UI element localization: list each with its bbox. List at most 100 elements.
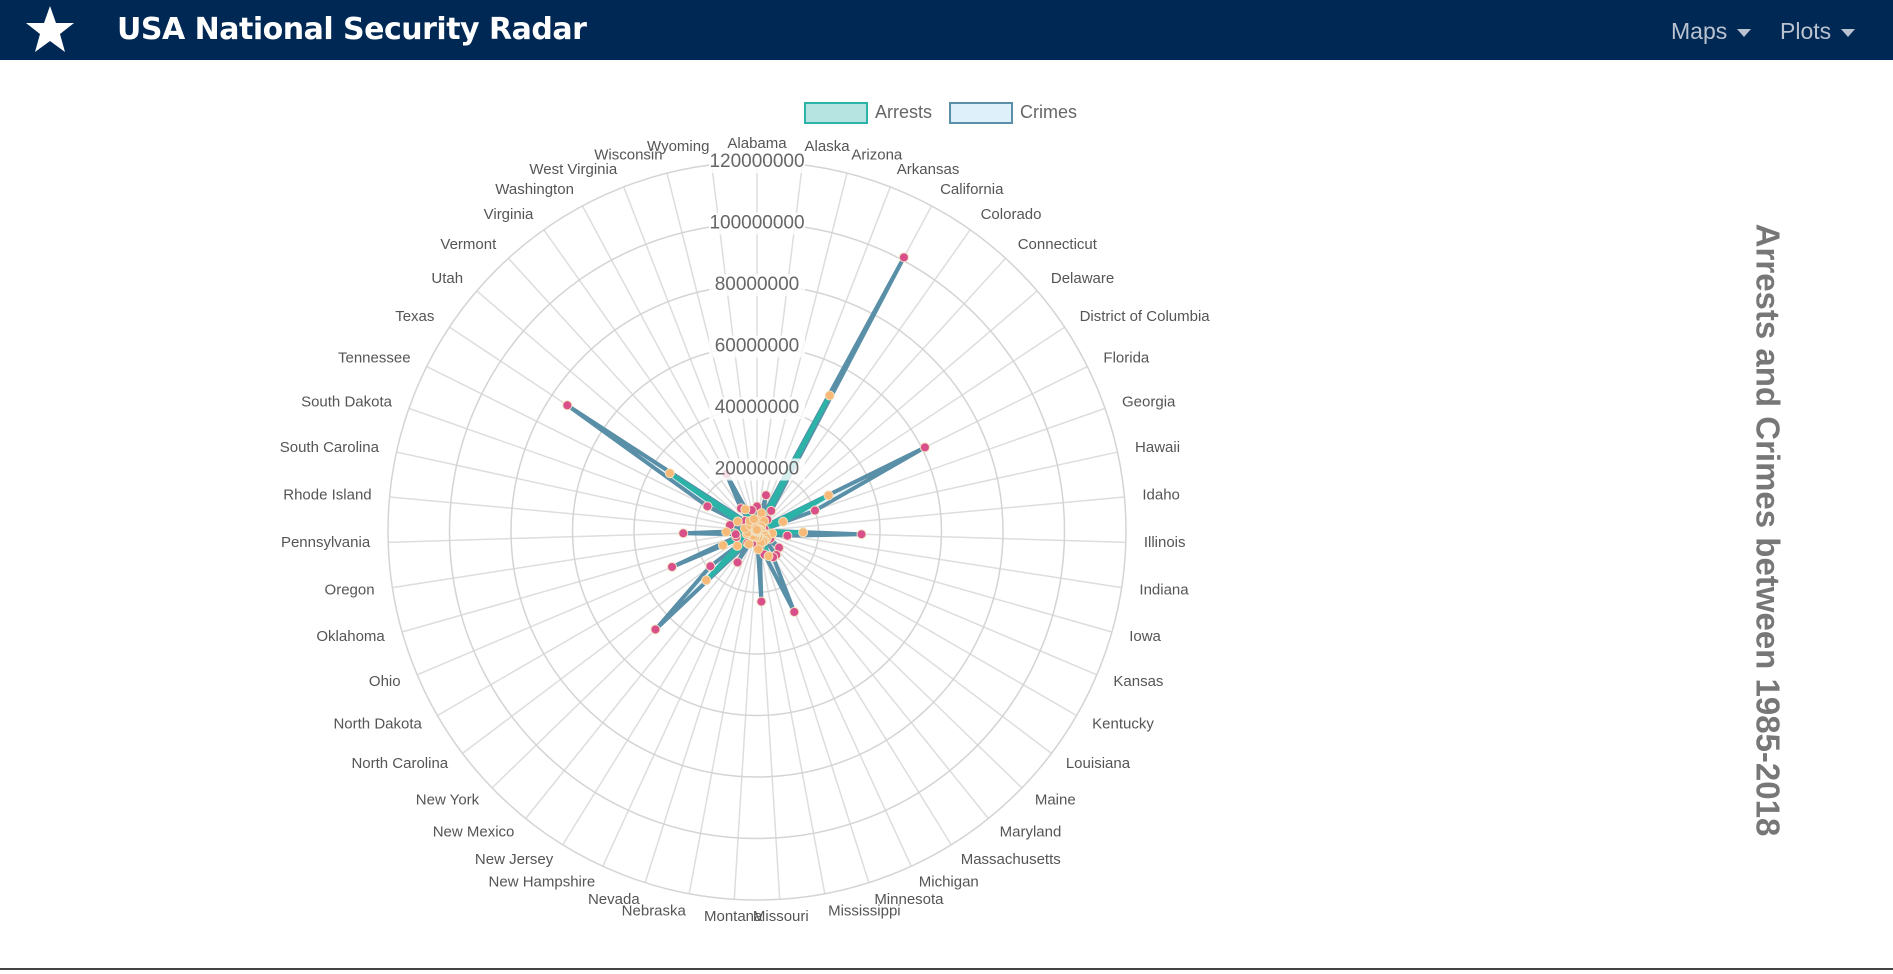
category-label: Florida: [1103, 349, 1150, 366]
category-label: North Dakota: [333, 715, 422, 732]
data-point: [766, 505, 777, 516]
data-point: [761, 490, 772, 501]
legend-swatch: [804, 102, 868, 124]
category-label: Georgia: [1122, 393, 1176, 410]
category-label: New Hampshire: [489, 874, 596, 891]
menu-label[interactable]: Maps: [1671, 18, 1728, 44]
category-label: Massachusetts: [961, 851, 1061, 868]
data-point: [718, 540, 729, 551]
category-label: Connecticut: [1018, 236, 1098, 253]
legend-label: Arrests: [875, 102, 932, 122]
menu-label[interactable]: Plots: [1780, 18, 1832, 44]
data-point: [732, 557, 743, 568]
data-point: [919, 442, 930, 453]
data-point: [778, 516, 789, 527]
data-point: [798, 527, 809, 538]
category-label: Kansas: [1113, 673, 1163, 690]
category-label: Louisiana: [1066, 755, 1131, 772]
r-tick-label: 40000000: [715, 397, 800, 418]
tick-bg: [709, 458, 805, 481]
series-area: [565, 255, 927, 632]
category-label: North Carolina: [351, 755, 448, 772]
category-label: Mississippi: [828, 902, 901, 919]
r-tick-label: 120000000: [709, 151, 804, 172]
tick-bg: [709, 274, 805, 296]
category-label: Michigan: [919, 874, 979, 891]
tick-bg: [709, 335, 805, 358]
category-label: Washington: [495, 181, 574, 198]
category-label: Maine: [1035, 791, 1076, 808]
data-point: [650, 624, 661, 635]
tick-group: 40000000: [709, 397, 805, 419]
tick-group: 60000000: [709, 335, 805, 358]
category-label: New York: [416, 791, 480, 808]
category-label: South Dakota: [301, 393, 393, 410]
category-label: Alabama: [727, 135, 787, 152]
tick-group: 80000000: [709, 274, 805, 296]
data-point: [562, 400, 573, 411]
tick-bg: [709, 212, 805, 235]
data-point: [856, 529, 867, 540]
category-label: Idaho: [1142, 486, 1180, 503]
category-label: Minnesota: [874, 891, 944, 908]
category-label: Colorado: [981, 206, 1042, 223]
menu-maps[interactable]: Maps: [1671, 18, 1752, 45]
tick-bg: [709, 151, 805, 173]
data-point: [732, 540, 743, 551]
category-label: New Jersey: [475, 851, 554, 868]
category-label: Tennessee: [338, 349, 411, 366]
category-label: Missouri: [753, 908, 809, 925]
category-label: New Mexico: [433, 823, 515, 840]
data-point: [721, 526, 732, 537]
data-point: [748, 514, 759, 525]
data-point: [756, 596, 767, 607]
category-label: Wisconsin: [594, 147, 662, 164]
data-point: [702, 501, 713, 512]
site-title[interactable]: USA National Security Radar: [117, 12, 587, 47]
chart: Arrests and Crimes between 1985-2018 Ala…: [280, 102, 1787, 925]
category-label: Iowa: [1129, 628, 1161, 645]
legend-label: Crimes: [1020, 102, 1077, 122]
data-point: [789, 607, 800, 618]
category-label: California: [940, 181, 1004, 198]
r-tick-label: 100000000: [709, 213, 804, 234]
data-point: [743, 539, 754, 550]
category-label: Alaska: [805, 138, 851, 155]
category-label: Virginia: [484, 206, 534, 223]
legend-swatch: [949, 102, 1014, 124]
data-point: [751, 524, 762, 535]
category-label: Delaware: [1051, 270, 1114, 287]
data-point: [732, 516, 743, 527]
category-label: Pennsylvania: [281, 534, 371, 551]
category-label: Nevada: [588, 891, 640, 908]
category-label: Maryland: [1000, 823, 1062, 840]
data-point: [824, 390, 835, 401]
footer-line: [0, 968, 1893, 970]
data-point: [678, 528, 689, 539]
category-label: Ohio: [369, 673, 401, 690]
category-label: Vermont: [440, 236, 497, 253]
data-point: [701, 575, 712, 586]
category-label: Arkansas: [897, 161, 960, 178]
data-point: [730, 529, 741, 540]
category-label: Indiana: [1139, 581, 1189, 598]
navbar: USA National Security Radar Maps Plots: [0, 0, 1893, 60]
menu-plots[interactable]: Plots: [1780, 18, 1856, 45]
data-point: [664, 468, 675, 479]
category-label: Kentucky: [1092, 715, 1154, 732]
category-label: Rhode Island: [283, 486, 371, 503]
r-tick-label: 60000000: [715, 336, 800, 357]
chart-title: Arrests and Crimes between 1985-2018: [1749, 224, 1786, 837]
data-point: [782, 530, 793, 541]
logo-star[interactable]: [20, 0, 80, 60]
category-label: Oklahoma: [316, 628, 385, 645]
data-point: [763, 551, 774, 562]
category-label: Arizona: [851, 147, 903, 164]
tick-group: 100000000: [709, 212, 805, 235]
r-tick-label: 20000000: [715, 459, 800, 480]
data-point: [823, 490, 834, 501]
category-label: Hawaii: [1135, 439, 1180, 456]
tick-group: 120000000: [709, 151, 805, 173]
data-point: [898, 252, 909, 263]
data-point: [810, 505, 821, 516]
